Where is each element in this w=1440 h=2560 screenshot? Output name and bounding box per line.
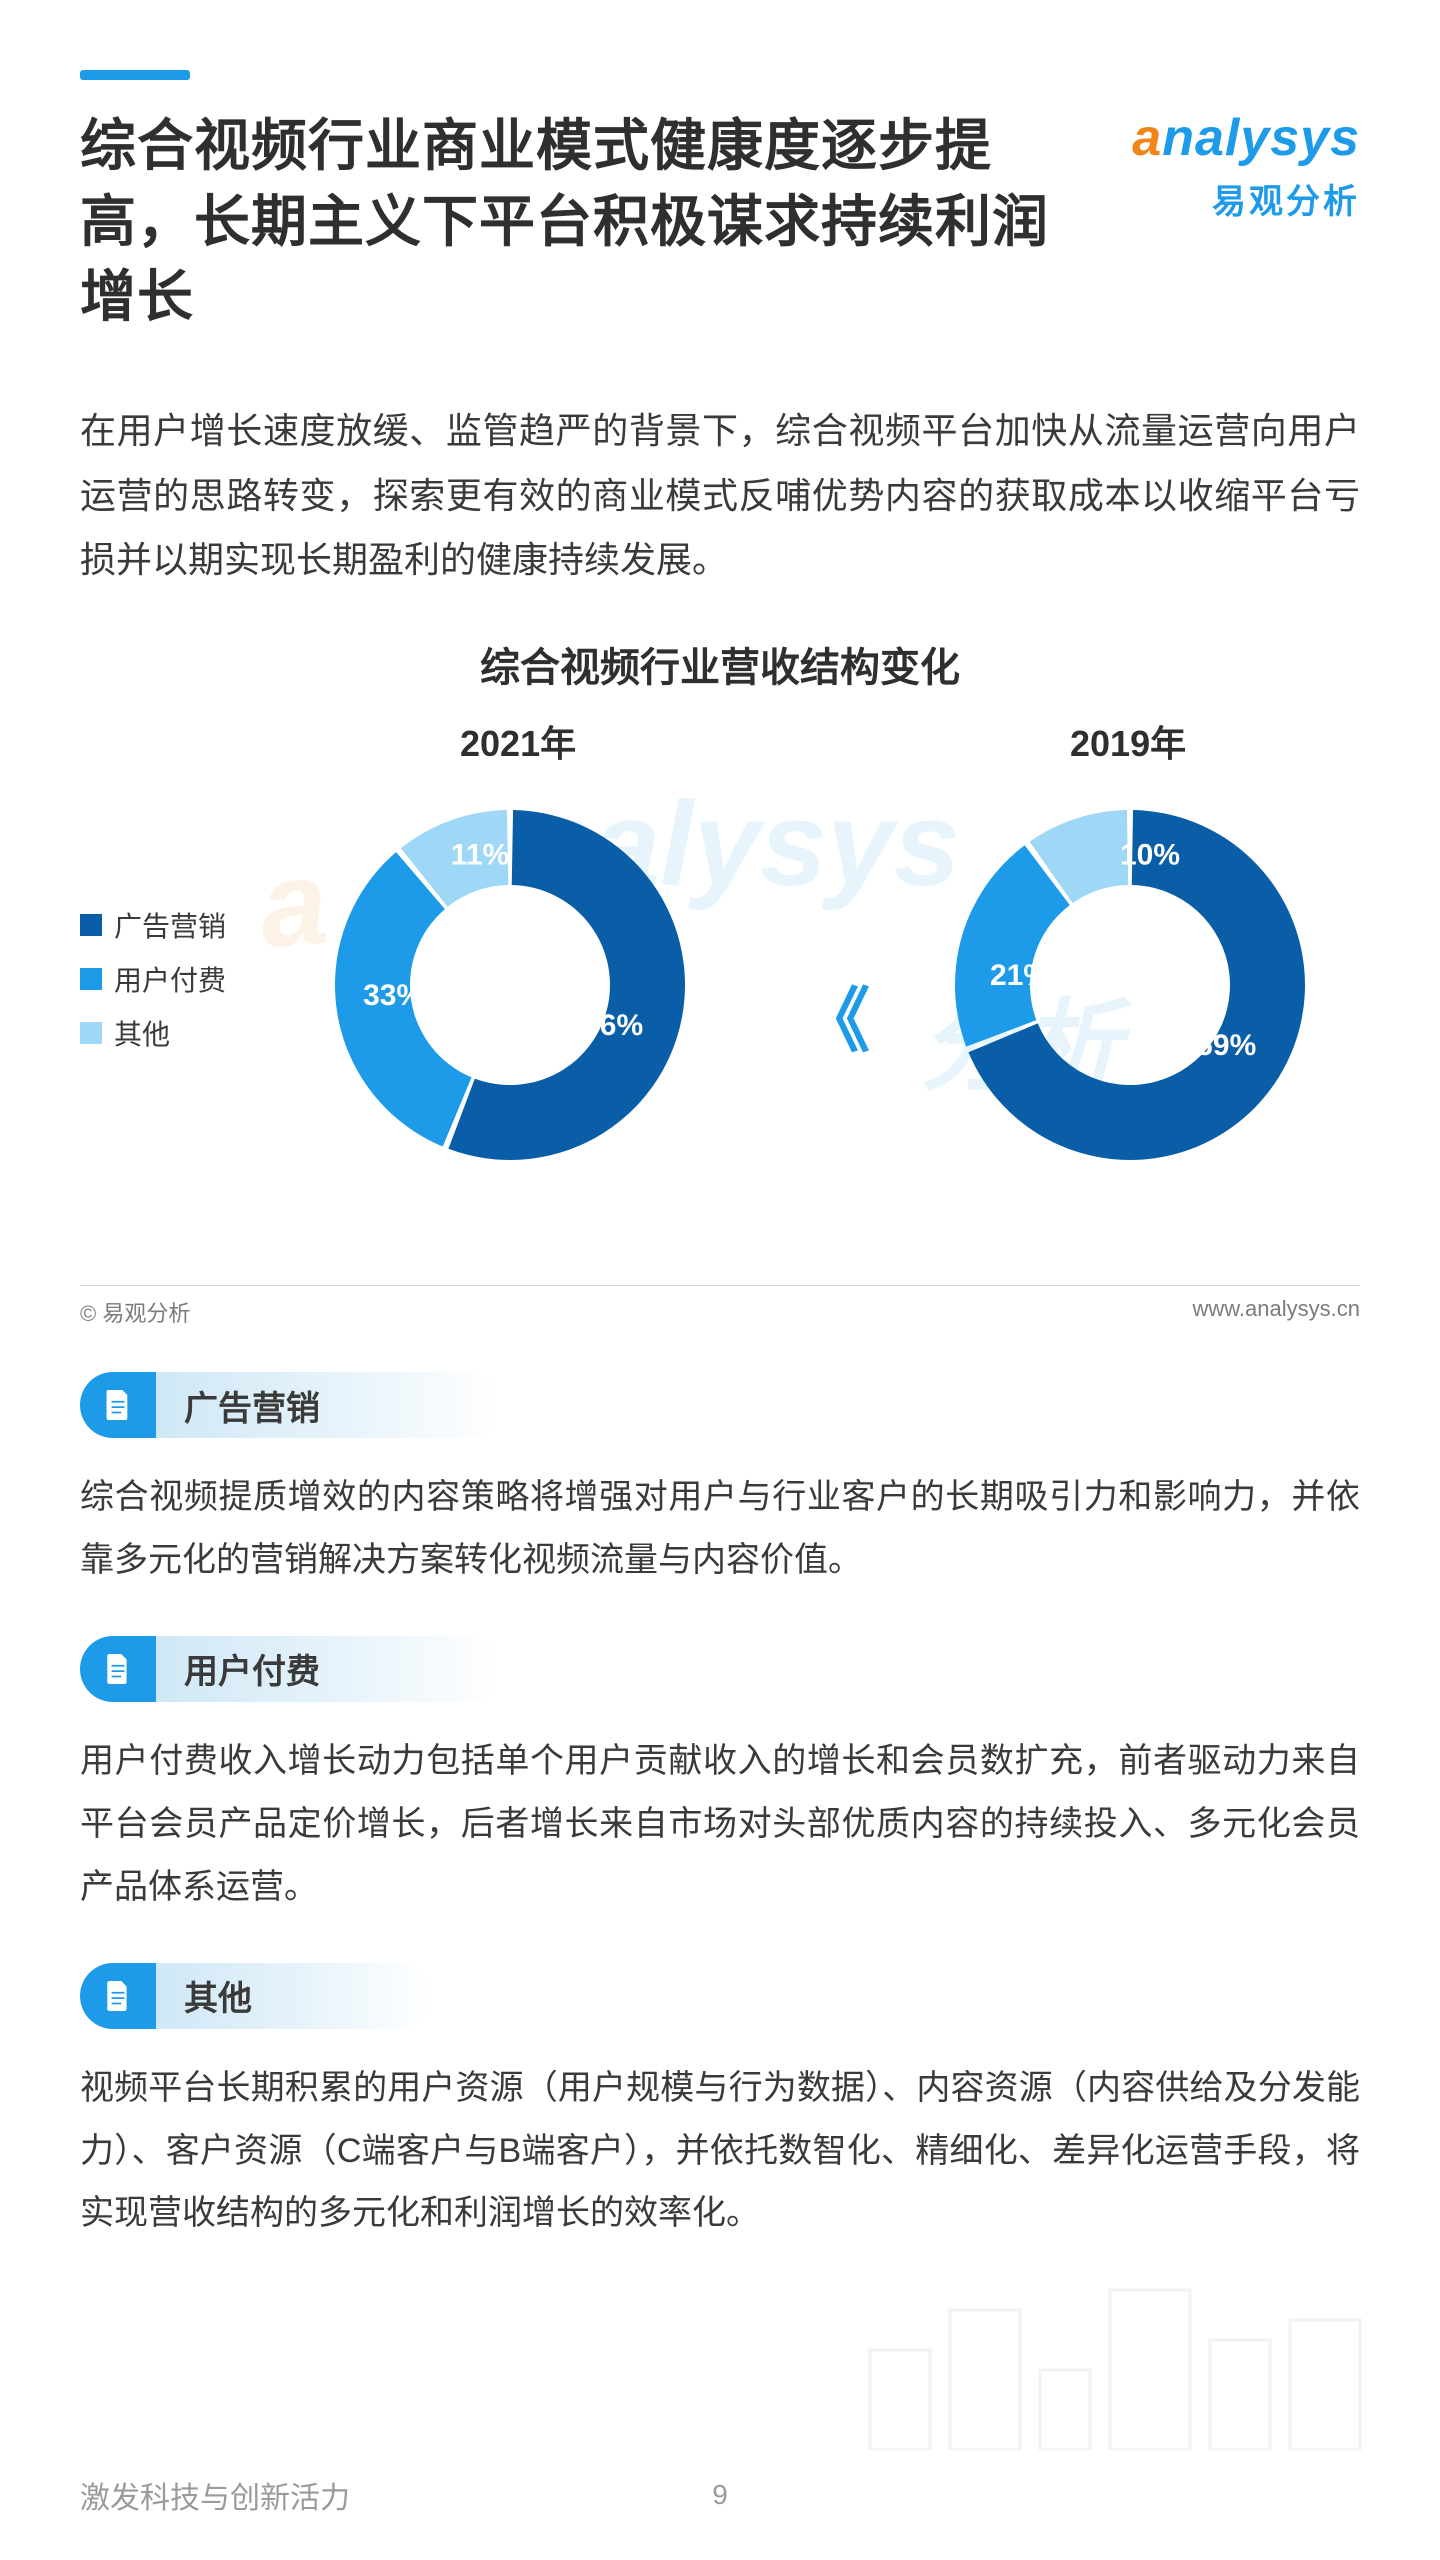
section-pill: 广告营销: [80, 1372, 1360, 1438]
legend-swatch: [80, 1022, 102, 1044]
donut-slice-label: 11%: [451, 839, 509, 872]
arrow-left-icon: 《: [800, 965, 852, 1066]
donut-slice-label: 21%: [990, 959, 1050, 992]
donut-slice-label: 10%: [1120, 839, 1180, 872]
donut-slice-label: 69%: [1196, 1029, 1256, 1062]
year-label-left: 2021年: [460, 715, 576, 767]
brand-logo-a: a: [1132, 109, 1162, 167]
legend-swatch: [80, 968, 102, 990]
chart-legend: 广告营销 用户付费 其他: [80, 905, 226, 1067]
legend-swatch: [80, 914, 102, 936]
header-row: 综合视频行业商业模式健康度逐步提高，长期主义下平台积极谋求持续利润增长 anal…: [80, 108, 1360, 335]
chart-source-row: © 易观分析 www.analysys.cn: [80, 1285, 1360, 1328]
pill: 其他: [80, 1963, 432, 2029]
page-title: 综合视频行业商业模式健康度逐步提高，长期主义下平台积极谋求持续利润增长: [80, 108, 1060, 335]
section-title: 用户付费: [156, 1636, 500, 1702]
pill: 广告营销: [80, 1372, 500, 1438]
document-icon: [80, 1372, 156, 1438]
chart-source-right: www.analysys.cn: [1192, 1296, 1360, 1328]
footer-page-number: 9: [712, 2479, 728, 2511]
legend-item: 用户付费: [80, 959, 226, 999]
document-icon: [80, 1636, 156, 1702]
footer-slogan: 激发科技与创新活力: [80, 2473, 350, 2517]
report-page: 综合视频行业商业模式健康度逐步提高，长期主义下平台积极谋求持续利润增长 anal…: [0, 0, 1440, 2560]
buildings-decoration: [860, 2270, 1380, 2450]
section-title: 广告营销: [156, 1372, 500, 1438]
brand-logo-rest: nalysys: [1162, 109, 1360, 167]
year-label-right: 2019年: [1070, 715, 1186, 767]
pill: 用户付费: [80, 1636, 500, 1702]
page-footer: 激发科技与创新活力 9: [0, 2430, 1440, 2560]
donut-slice-label: 56%: [583, 1009, 643, 1042]
legend-label: 广告营销: [114, 905, 226, 945]
chart-area: a nalysys 分析 广告营销 用户付费 其他 2021年 2019年 56…: [80, 715, 1360, 1275]
section-body: 综合视频提质增效的内容策略将增强对用户与行业客户的长期吸引力和影响力，并依靠多元…: [80, 1466, 1360, 1592]
chart-source-left: © 易观分析: [80, 1296, 190, 1328]
section-body: 用户付费收入增长动力包括单个用户贡献收入的增长和会员数扩充，前者驱动力来自平台会…: [80, 1730, 1360, 1919]
legend-label: 其他: [114, 1013, 170, 1053]
legend-item: 其他: [80, 1013, 226, 1053]
accent-bar: [80, 70, 190, 80]
donut-chart-2021: 56% 33% 11%: [310, 785, 710, 1185]
brand-block: analysys 易观分析: [1132, 108, 1360, 223]
section-title: 其他: [156, 1963, 432, 2029]
legend-item: 广告营销: [80, 905, 226, 945]
donut-slice-label: 33%: [363, 979, 423, 1012]
section-pill: 其他: [80, 1963, 1360, 2029]
donut-chart-2019: 69% 21% 10%: [930, 785, 1330, 1185]
document-icon: [80, 1963, 156, 2029]
intro-paragraph: 在用户增长速度放缓、监管趋严的背景下，综合视频平台加快从流量运营向用户运营的思路…: [80, 399, 1360, 593]
brand-logo: analysys: [1132, 108, 1360, 168]
donut-slice: [955, 845, 1070, 1046]
section-body: 视频平台长期积累的用户资源（用户规模与行为数据）、内容资源（内容供给及分发能力）…: [80, 2057, 1360, 2246]
legend-label: 用户付费: [114, 959, 226, 999]
chart-title: 综合视频行业营收结构变化: [80, 635, 1360, 693]
section-pill: 用户付费: [80, 1636, 1360, 1702]
brand-subtitle: 易观分析: [1132, 174, 1360, 223]
